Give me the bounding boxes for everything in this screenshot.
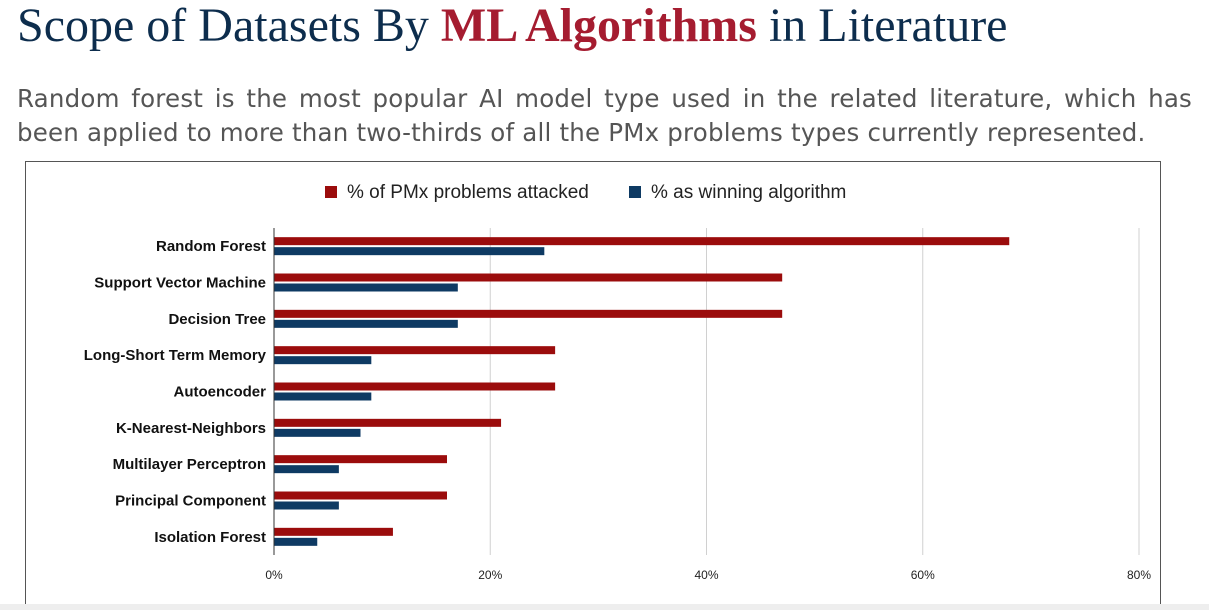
legend-label-attacked: % of PMx problems attacked <box>347 182 589 203</box>
intro-paragraph: Random forest is the most popular AI mod… <box>17 84 1192 147</box>
category-label: Random Forest <box>156 238 266 255</box>
legend-swatch-winning <box>629 186 641 198</box>
bar-winning <box>274 392 372 401</box>
page-bottom-divider <box>0 604 1209 610</box>
page-title: Scope of Datasets By ML Algorithms in Li… <box>17 0 1007 56</box>
bar-attacked <box>274 418 502 427</box>
category-label: Principal Component <box>115 493 266 510</box>
bar-attacked <box>274 382 556 391</box>
bar-winning <box>274 537 318 546</box>
bar-winning <box>274 356 372 365</box>
x-tick-label: 60% <box>911 568 935 582</box>
bar-attacked <box>274 273 783 282</box>
bar-winning <box>274 247 545 256</box>
bar-winning <box>274 501 339 510</box>
bar-attacked <box>274 309 783 318</box>
chart-frame: 0% 20% 40% 60% 80% Random Forest Support Vecto… <box>25 161 1161 606</box>
x-tick-label: 40% <box>694 568 718 582</box>
category-label: Support Vector Machine <box>94 275 266 292</box>
category-label: Isolation Forest <box>154 529 266 546</box>
bar-chart: 0% 20% 40% 60% 80% Random Forest Support Vecto… <box>84 182 1152 582</box>
bar-attacked <box>274 237 1010 246</box>
x-tick-label: 0% <box>265 568 283 582</box>
bar-winning <box>274 283 458 292</box>
bar-winning <box>274 465 339 474</box>
category-label: Autoencoder <box>173 384 266 401</box>
bar-attacked <box>274 527 393 536</box>
category-label: Long-Short Term Memory <box>84 347 267 364</box>
legend-label-winning: % as winning algorithm <box>651 182 846 203</box>
bar-attacked <box>274 346 556 355</box>
title-accent: ML Algorithms <box>440 0 757 52</box>
x-tick-label: 20% <box>478 568 502 582</box>
legend-swatch-attacked <box>325 186 337 198</box>
category-label: Decision Tree <box>168 311 266 328</box>
title-before: Scope of Datasets By <box>17 0 441 52</box>
bar-attacked <box>274 455 447 464</box>
x-tick-label: 80% <box>1127 568 1151 582</box>
category-label: K-Nearest-Neighbors <box>116 420 266 437</box>
category-label: Multilayer Perceptron <box>113 456 266 473</box>
bar-attacked <box>274 491 447 500</box>
bar-winning <box>274 319 458 328</box>
title-after: in Literature <box>756 0 1008 52</box>
bar-winning <box>274 428 361 437</box>
